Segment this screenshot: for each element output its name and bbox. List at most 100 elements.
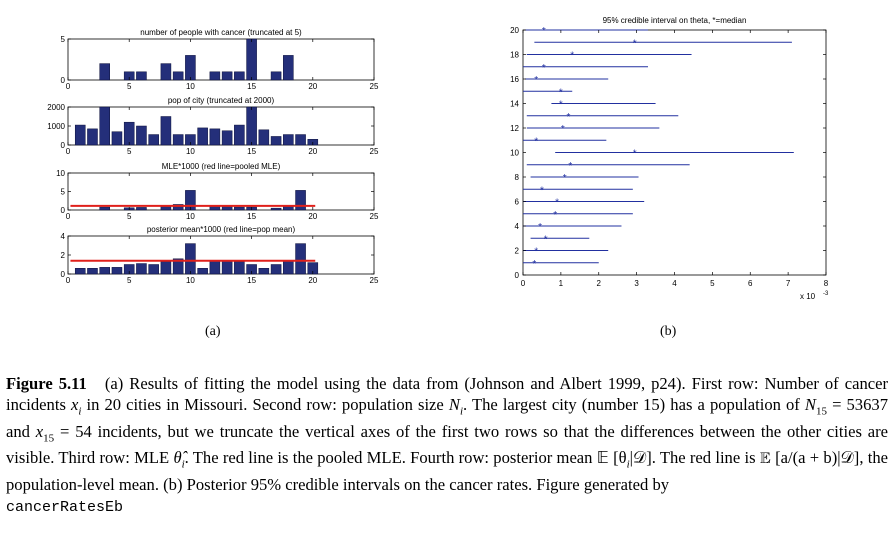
caption-heading: Figure 5.11: [6, 374, 87, 393]
bar: [270, 264, 282, 275]
median-marker: *: [563, 173, 567, 184]
bar: [87, 268, 98, 275]
bar: [221, 71, 233, 81]
y-tick-label: 2: [61, 251, 66, 260]
bar: [209, 71, 221, 81]
bar: [295, 190, 306, 211]
math-expectation-2: 𝔼 [a/(a + b)|𝒟]: [759, 448, 860, 468]
bar: [136, 125, 147, 146]
x-tick-label: 0: [66, 82, 71, 91]
bar: [234, 71, 245, 81]
math-expectation-1: 𝔼 [θ: [596, 448, 627, 468]
x-tick-label: 2: [597, 279, 602, 288]
median-marker: *: [561, 124, 565, 135]
math-sub: i: [626, 458, 630, 471]
math-sub: 15: [815, 404, 827, 417]
x-tick-label: 20: [308, 212, 317, 221]
x-tick-label: 25: [370, 82, 379, 91]
figure-caption: Figure 5.11 (a) Results of fitting the m…: [6, 374, 888, 519]
median-marker: *: [534, 247, 538, 258]
panel-title: MLE*1000 (red line=pooled MLE): [162, 162, 281, 171]
bar: [283, 55, 294, 81]
y-tick-label: 5: [61, 35, 66, 44]
y-tick-label: 10: [56, 169, 65, 178]
x-tick-label: 20: [308, 276, 317, 285]
bar: [270, 207, 282, 211]
x-tick-label: 10: [186, 276, 195, 285]
median-marker: *: [633, 149, 637, 160]
bar: [99, 63, 110, 81]
bar: [172, 258, 184, 275]
caption-code: cancerRatesEb: [6, 498, 124, 516]
median-marker: *: [542, 26, 546, 37]
x-tick-label: 1: [559, 279, 564, 288]
figure-b-label: (b): [660, 324, 677, 339]
y-tick-label: 0: [61, 206, 66, 215]
bar: [74, 124, 86, 146]
bar: [111, 267, 123, 275]
median-marker: *: [534, 136, 538, 147]
math-theta-hat: θ̂: [173, 448, 182, 468]
bar: [283, 134, 294, 146]
x-tick-label: 15: [247, 82, 256, 91]
median-marker: *: [534, 75, 538, 86]
y-tick-label: 14: [510, 100, 519, 109]
panel-1: number of people with cancer (truncated …: [61, 28, 379, 91]
y-tick-label: 2000: [47, 103, 65, 112]
y-tick-label: 20: [510, 26, 519, 35]
bar: [172, 134, 184, 146]
caption-text-3: . The largest city (number 15) has a pop…: [463, 394, 805, 414]
bar: [258, 129, 270, 146]
math-sub: i: [78, 404, 82, 417]
bar: [270, 71, 282, 81]
bar: [136, 71, 147, 81]
y-tick-label: 10: [510, 149, 519, 158]
x-tick-label: 8: [824, 279, 829, 288]
bar: [221, 130, 233, 146]
median-marker: *: [555, 198, 559, 209]
interval-title: 95% credible interval on theta, *=median: [603, 16, 747, 25]
caption-text-4: incidents, but we truncate the vertical …: [6, 421, 889, 468]
x-tick-label: 10: [186, 82, 195, 91]
bar: [197, 268, 208, 275]
panel-title: number of people with cancer (truncated …: [140, 28, 302, 37]
x-tick-label: 15: [247, 212, 256, 221]
bar: [160, 116, 172, 146]
panel-2: pop of city (truncated at 2000) 0 1000 2000…: [47, 96, 379, 156]
math-sub: i: [181, 458, 185, 471]
bar: [209, 128, 221, 146]
caption-text-7: , the population-level mean. (b) Posteri…: [6, 448, 889, 495]
x-tick-label: 4: [672, 279, 677, 288]
x-scale-exponent: -3: [823, 291, 829, 297]
x-tick-label: 6: [748, 279, 753, 288]
y-tick-label: 0: [61, 270, 66, 279]
x-tick-label: 5: [127, 147, 132, 156]
y-tick-label: 4: [515, 222, 520, 231]
panel-3: MLE*1000 (red line=pooled MLE) 0 5 10 0 5 10 15…: [56, 162, 379, 221]
y-tick-label: 0: [61, 76, 66, 85]
y-tick-label: 5: [61, 188, 66, 197]
median-marker: *: [570, 51, 574, 62]
panel-axes-box: [67, 38, 375, 81]
x-tick-label: 0: [521, 279, 526, 288]
panel-title: pop of city (truncated at 2000): [168, 96, 275, 105]
x-tick-label: 5: [127, 212, 132, 221]
x-tick-label: 25: [370, 147, 379, 156]
median-marker: *: [544, 234, 548, 245]
math-x: x: [71, 394, 79, 414]
bar: [172, 204, 184, 211]
bar: [74, 268, 86, 275]
bar: [160, 63, 172, 81]
y-tick-label: 0: [515, 271, 520, 280]
caption-text-1: (a) Results of fitting the model using t…: [6, 374, 888, 414]
y-tick-label: 8: [515, 173, 520, 182]
x-tick-label: 20: [308, 147, 317, 156]
bar: [148, 134, 159, 146]
math-x15-value: = 54: [54, 421, 92, 441]
figure-b-chart: 95% credible interval on theta, *=median…: [510, 16, 829, 301]
interval-plot: 95% credible interval on theta, *=median…: [510, 16, 829, 301]
math-x15: x: [35, 421, 44, 441]
x-tick-label: 25: [370, 276, 379, 285]
bar: [99, 106, 110, 146]
x-tick-label: 5: [710, 279, 715, 288]
